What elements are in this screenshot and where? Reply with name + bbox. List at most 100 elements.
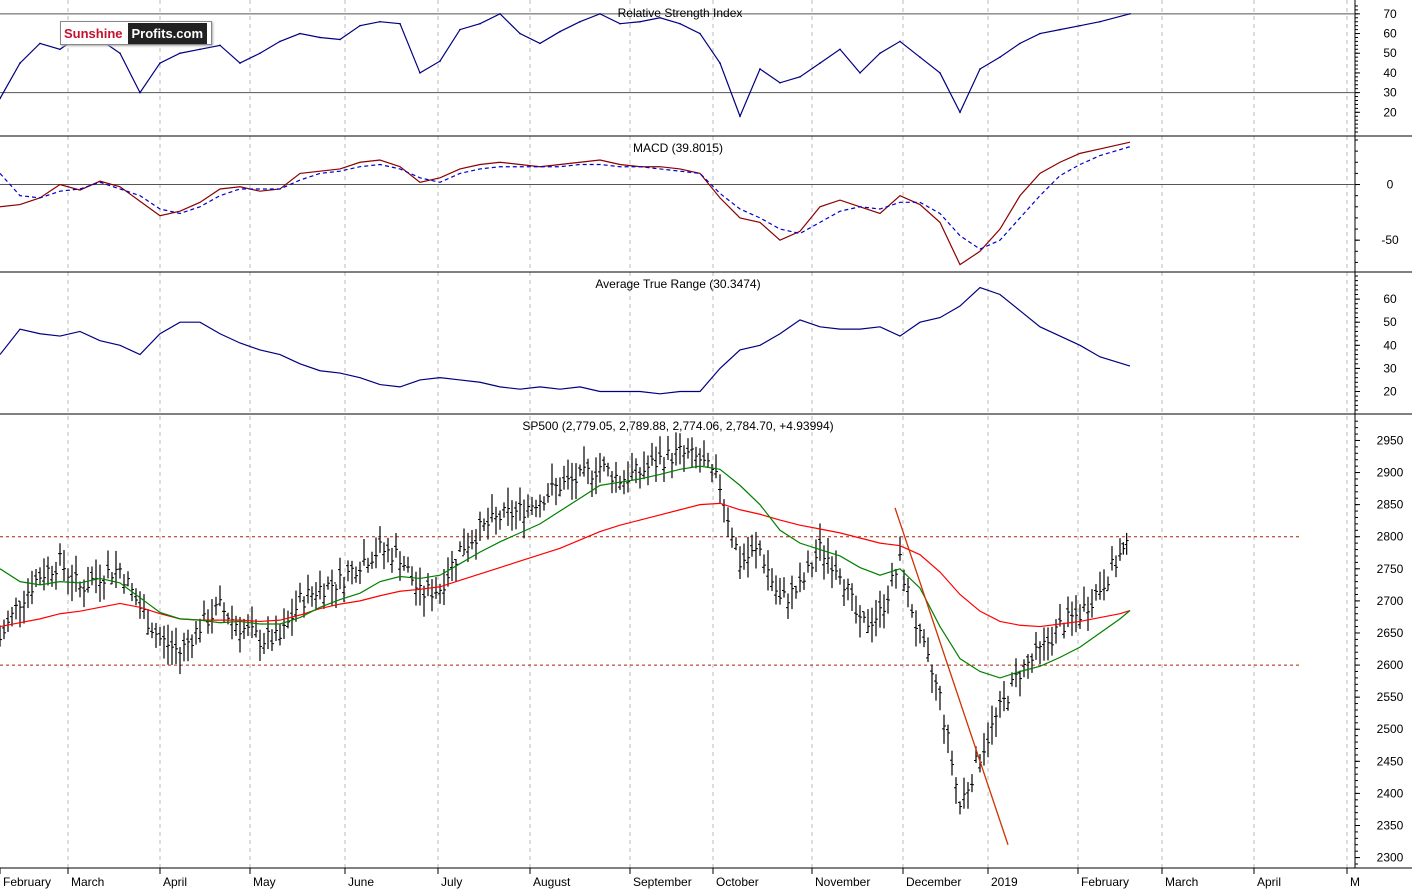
- rsi-point: [179, 52, 181, 55]
- month-label: December: [906, 875, 961, 889]
- y-tick-label: -50: [1381, 233, 1399, 247]
- y-tick-label: 2650: [1377, 626, 1404, 640]
- rsi-point: [999, 56, 1001, 58]
- rsi-point: [39, 42, 41, 45]
- rsi-point: [359, 24, 361, 27]
- rsi-point: [399, 22, 401, 25]
- rsi-point: [539, 42, 541, 45]
- rsi-point: [699, 32, 701, 35]
- rsi-point: [1039, 32, 1041, 35]
- logo-part1: Sunshine: [61, 25, 126, 41]
- y-tick-label: 2900: [1377, 466, 1404, 480]
- rsi-point: [0, 97, 1, 100]
- rsi-point: [719, 62, 721, 64]
- rsi-point: [159, 62, 161, 64]
- rsi-point: [1019, 42, 1021, 45]
- logo: Sunshine Profits.com: [60, 21, 212, 45]
- month-label: February: [1081, 875, 1129, 889]
- rsi-point: [299, 32, 301, 35]
- rsi-point: [459, 28, 461, 31]
- rsi-point: [419, 72, 421, 74]
- sp500-title: SP500 (2,779.05, 2,789.88, 2,774.06, 2,7…: [522, 419, 833, 433]
- month-label: May: [253, 875, 276, 889]
- rsi-point: [1079, 24, 1081, 27]
- moving-average-short: [0, 465, 1131, 679]
- rsi-point: [639, 20, 641, 23]
- rsi-point: [499, 13, 501, 15]
- month-label: March: [1165, 875, 1198, 889]
- y-tick-label: 40: [1383, 66, 1397, 80]
- y-tick-label: 20: [1383, 105, 1397, 119]
- rsi-point: [439, 60, 441, 62]
- rsi-point: [19, 62, 21, 64]
- y-tick-label: 2350: [1377, 818, 1404, 832]
- y-tick-label: 70: [1383, 7, 1397, 21]
- y-tick-label: 30: [1383, 361, 1397, 375]
- rsi-point: [479, 22, 481, 25]
- atr-title: Average True Range (30.3474): [595, 277, 760, 291]
- y-tick-label: 2850: [1377, 498, 1404, 512]
- y-tick-label: 2500: [1377, 722, 1404, 736]
- month-label: M: [1350, 875, 1360, 889]
- declining-trendline: [894, 507, 1009, 845]
- rsi-point: [839, 48, 841, 51]
- month-label: October: [716, 875, 759, 889]
- month-label: March: [71, 875, 104, 889]
- y-tick-label: 2950: [1377, 433, 1404, 447]
- macd-signal-line: [0, 146, 1131, 250]
- rsi-point: [979, 68, 981, 70]
- rsi-point: [199, 48, 201, 51]
- rsi-point: [759, 68, 761, 70]
- y-tick-label: 20: [1383, 385, 1397, 399]
- y-tick-label: 2750: [1377, 562, 1404, 576]
- y-tick-label: 2550: [1377, 690, 1404, 704]
- y-tick-label: 2800: [1377, 530, 1404, 544]
- rsi-point: [259, 52, 261, 55]
- rsi-point: [799, 76, 801, 78]
- y-tick-label: 2450: [1377, 754, 1404, 768]
- rsi-point: [859, 72, 861, 74]
- rsi-point: [899, 40, 901, 43]
- rsi-point: [319, 36, 321, 39]
- y-tick-label: 50: [1383, 315, 1397, 329]
- y-tick-label: 60: [1383, 27, 1397, 41]
- y-tick-label: 2400: [1377, 786, 1404, 800]
- rsi-point: [519, 32, 521, 35]
- y-tick-label: 2700: [1377, 594, 1404, 608]
- y-tick-label: 2300: [1377, 851, 1404, 865]
- rsi-point: [959, 111, 961, 114]
- rsi-point: [59, 48, 61, 51]
- month-label: September: [633, 875, 692, 889]
- macd-line: [0, 141, 1131, 266]
- y-tick-label: 50: [1383, 46, 1397, 60]
- y-tick-label: 60: [1383, 292, 1397, 306]
- y-tick-label: 0: [1387, 178, 1394, 192]
- rsi-point: [939, 72, 941, 74]
- rsi-point: [879, 52, 881, 55]
- rsi-point: [339, 38, 341, 41]
- y-tick-label: 40: [1383, 338, 1397, 352]
- month-label: August: [533, 875, 571, 889]
- atr-line: [0, 286, 1131, 395]
- rsi-point: [559, 30, 561, 33]
- rsi-point: [599, 13, 601, 15]
- rsi-point: [119, 52, 121, 55]
- month-label: 2019: [991, 875, 1018, 889]
- rsi-point: [139, 91, 141, 94]
- month-label: April: [163, 875, 187, 889]
- macd-title: MACD (39.8015): [633, 141, 723, 155]
- month-label: April: [1257, 875, 1281, 889]
- logo-part2: Profits.com: [127, 22, 208, 44]
- month-label: June: [348, 875, 374, 889]
- rsi-point: [919, 56, 921, 58]
- month-label: February: [3, 875, 51, 889]
- rsi-point: [239, 62, 241, 64]
- y-tick-label: 2600: [1377, 658, 1404, 672]
- rsi-point: [739, 115, 741, 118]
- month-label: July: [441, 875, 462, 889]
- rsi-point: [279, 40, 281, 43]
- rsi-point: [679, 22, 681, 25]
- rsi-point: [1129, 13, 1131, 15]
- month-label: November: [815, 875, 870, 889]
